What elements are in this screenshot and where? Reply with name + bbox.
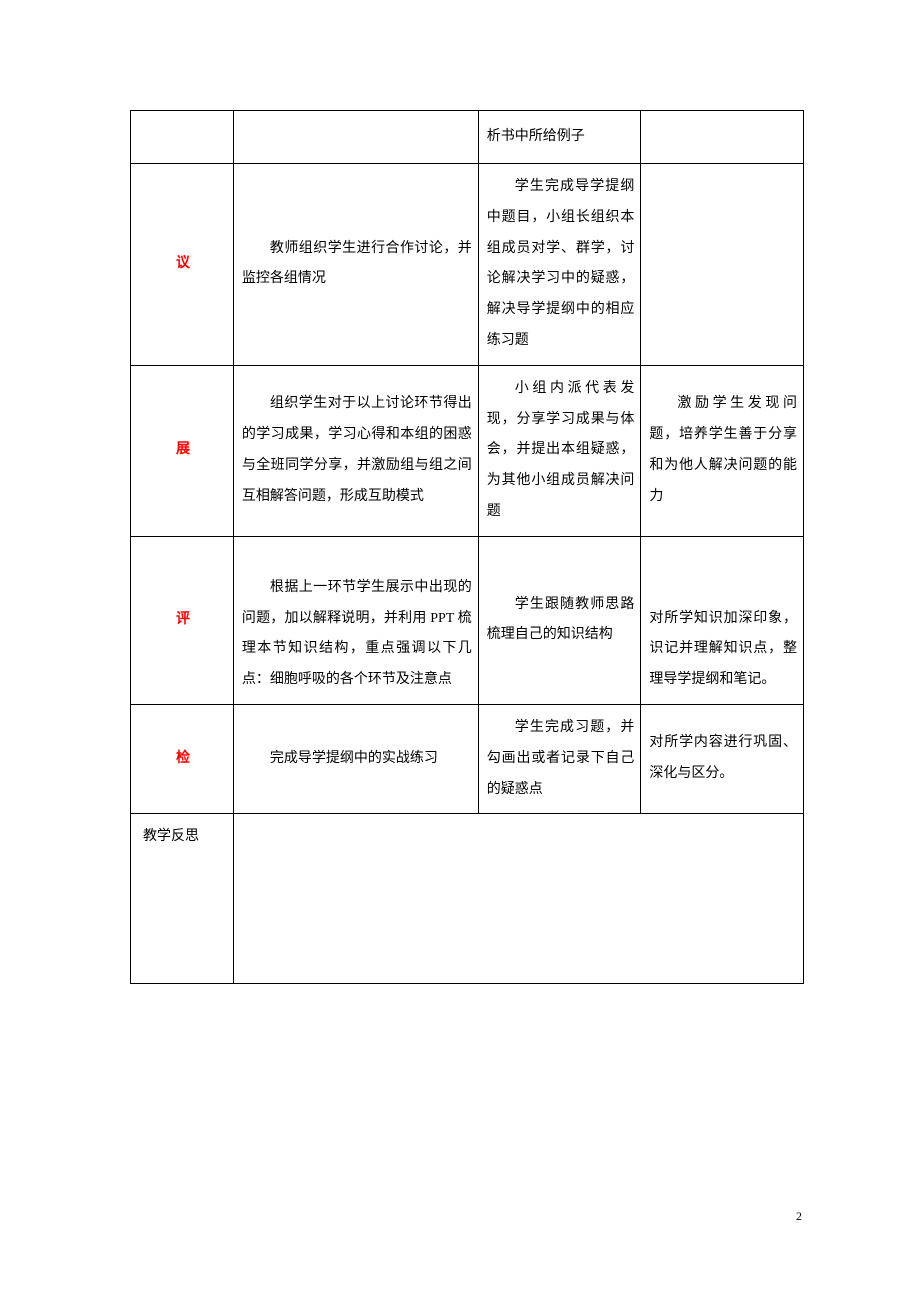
page-number: 2: [796, 1209, 802, 1224]
teacher-cell: 组织学生对于以上讨论环节得出的学习成果，学习心得和本组的困惑与全班同学分享，并激…: [233, 365, 478, 536]
table-row: 检 完成导学提纲中的实战练习 学生完成习题，并勾画出或者记录下自己的疑惑点 对所…: [131, 704, 804, 813]
cell-text: 析书中所给例子: [487, 129, 585, 144]
phase-cell: 展: [131, 365, 234, 536]
reflect-label-cell: 教学反思: [131, 814, 234, 984]
teacher-cell: 教师组织学生进行合作讨论，并监控各组情况: [233, 164, 478, 366]
cell-text: 完成导学提纲中的实战练习: [242, 744, 472, 775]
reflect-label: 教学反思: [143, 829, 199, 844]
intent-cell: 对所学内容进行巩固、深化与区分。: [641, 704, 804, 813]
table-row-reflection: 教学反思: [131, 814, 804, 984]
cell-text: 对所学知识加深印象，识记并理解知识点，整理导学提纲和笔记。: [649, 611, 797, 688]
teacher-cell: 根据上一环节学生展示中出现的问题，加以解释说明，并利用 PPT 梳理本节知识结构…: [233, 536, 478, 704]
phase-label: 议: [176, 256, 190, 271]
cell-text: 教师组织学生进行合作讨论，并监控各组情况: [242, 234, 472, 296]
phase-label: 检: [176, 751, 190, 766]
table-row: 展 组织学生对于以上讨论环节得出的学习成果，学习心得和本组的困惑与全班同学分享，…: [131, 365, 804, 536]
table-row: 议 教师组织学生进行合作讨论，并监控各组情况 学生完成导学提纲中题目，小组长组织…: [131, 164, 804, 366]
phase-cell: [131, 111, 234, 164]
phase-cell: 评: [131, 536, 234, 704]
student-cell: 析书中所给例子: [478, 111, 641, 164]
page-container: 析书中所给例子 议 教师组织学生进行合作讨论，并监控各组情况 学生完成导学提纲中…: [0, 0, 920, 984]
phase-label: 展: [176, 442, 190, 457]
cell-text: 小组内派代表发现，分享学习成果与体会，并提出本组疑惑，为其他小组成员解决问题: [487, 374, 635, 528]
student-cell: 学生完成习题，并勾画出或者记录下自己的疑惑点: [478, 704, 641, 813]
table-row: 析书中所给例子: [131, 111, 804, 164]
intent-cell: 对所学知识加深印象，识记并理解知识点，整理导学提纲和笔记。: [641, 536, 804, 704]
intent-cell: 激励学生发现问题，培养学生善于分享和为他人解决问题的能力: [641, 365, 804, 536]
student-cell: 学生跟随教师思路梳理自己的知识结构: [478, 536, 641, 704]
cell-text: 学生完成习题，并勾画出或者记录下自己的疑惑点: [487, 713, 635, 805]
lesson-plan-table: 析书中所给例子 议 教师组织学生进行合作讨论，并监控各组情况 学生完成导学提纲中…: [130, 110, 804, 984]
cell-text: 根据上一环节学生展示中出现的问题，加以解释说明，并利用 PPT 梳理本节知识结构…: [242, 573, 472, 696]
cell-text: 组织学生对于以上讨论环节得出的学习成果，学习心得和本组的困惑与全班同学分享，并激…: [242, 389, 472, 512]
teacher-cell: 完成导学提纲中的实战练习: [233, 704, 478, 813]
cell-text: 对所学内容进行巩固、深化与区分。: [649, 735, 797, 781]
cell-text: 学生完成导学提纲中题目，小组长组织本组成员对学、群学，讨论解决学习中的疑惑，解决…: [487, 172, 635, 357]
intent-cell: [641, 111, 804, 164]
teacher-cell: [233, 111, 478, 164]
intent-cell: [641, 164, 804, 366]
phase-cell: 检: [131, 704, 234, 813]
cell-text: 学生跟随教师思路梳理自己的知识结构: [487, 590, 635, 652]
student-cell: 小组内派代表发现，分享学习成果与体会，并提出本组疑惑，为其他小组成员解决问题: [478, 365, 641, 536]
phase-cell: 议: [131, 164, 234, 366]
table-row: 评 根据上一环节学生展示中出现的问题，加以解释说明，并利用 PPT 梳理本节知识…: [131, 536, 804, 704]
phase-label: 评: [176, 612, 190, 627]
reflect-content-cell: [233, 814, 803, 984]
student-cell: 学生完成导学提纲中题目，小组长组织本组成员对学、群学，讨论解决学习中的疑惑，解决…: [478, 164, 641, 366]
cell-text: 激励学生发现问题，培养学生善于分享和为他人解决问题的能力: [649, 389, 797, 512]
